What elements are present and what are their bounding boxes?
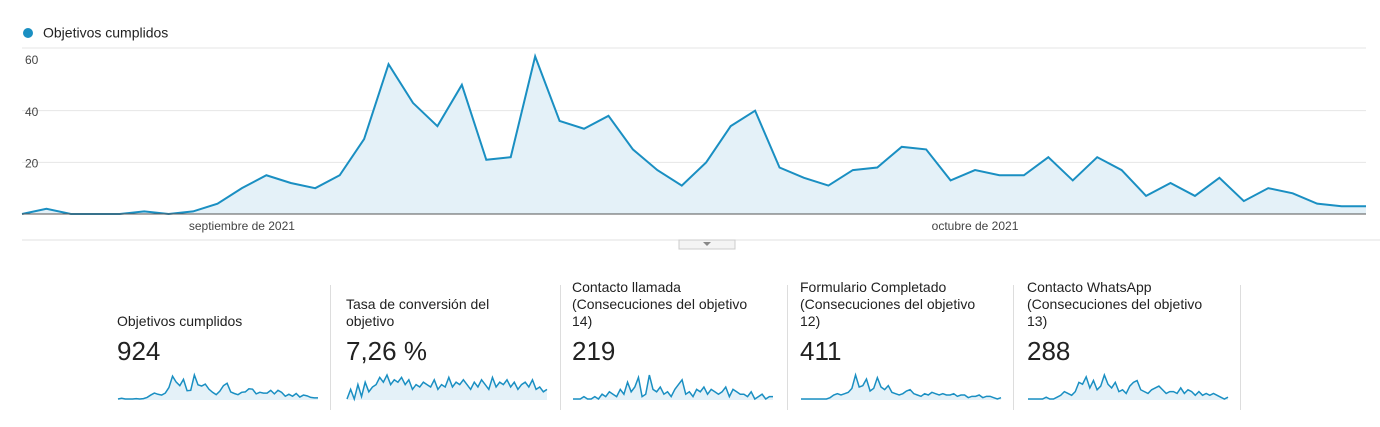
sparkline xyxy=(346,373,548,402)
label-line: Contacto WhatsApp xyxy=(1027,279,1152,295)
y-tick-label: 40 xyxy=(25,105,39,119)
label-line: Formulario Completado xyxy=(800,279,947,295)
sparkline-area xyxy=(347,375,547,400)
x-tick-label: octubre de 2021 xyxy=(932,219,1019,233)
scorecard: Objetivos cumplidos 924 xyxy=(117,280,322,410)
scorecard-label: Contacto llamada (Consecuciones del objet… xyxy=(572,279,747,330)
y-tick-label: 20 xyxy=(25,157,39,171)
scorecard-value: 924 xyxy=(117,336,161,366)
sparkline-line xyxy=(1028,372,1229,400)
label-line: 13) xyxy=(1027,313,1048,329)
scorecard-label: Formulario Completado (Consecuciones del … xyxy=(800,279,975,330)
sparkline xyxy=(573,374,773,401)
divider xyxy=(330,285,331,410)
sparkline-line xyxy=(346,373,548,402)
scorecard-value: 411 xyxy=(800,336,842,366)
divider xyxy=(1240,285,1241,410)
x-tick-label: septiembre de 2021 xyxy=(189,219,295,233)
y-tick-label: 60 xyxy=(25,53,39,67)
label-line: Contacto llamada xyxy=(572,279,681,295)
scorecard: Contacto llamada (Consecuciones del objet… xyxy=(572,279,777,410)
divider xyxy=(560,285,561,410)
divider xyxy=(787,285,788,410)
scorecard: Tasa de conversión del objetivo 7,26 % xyxy=(346,280,551,410)
label-line: 14) xyxy=(572,313,593,329)
sparkline-area xyxy=(1028,375,1228,400)
divider xyxy=(1013,285,1014,410)
area xyxy=(22,56,1366,214)
sparkline xyxy=(1028,372,1229,400)
toggle-arrow[interactable] xyxy=(703,242,711,246)
sparkline-line xyxy=(117,372,318,400)
scorecard: Contacto WhatsApp (Consecuciones del obje… xyxy=(1027,279,1232,410)
sparkline-area xyxy=(573,375,773,400)
sparkline-area xyxy=(118,375,318,400)
scorecard: Formulario Completado (Consecuciones del … xyxy=(800,279,1005,410)
legend-dot xyxy=(23,28,33,38)
label-line: 12) xyxy=(800,313,821,329)
line xyxy=(21,53,1366,216)
scorecard-label: Contacto WhatsApp (Consecuciones del obje… xyxy=(1027,279,1202,330)
legend-label: Objetivos cumplidos xyxy=(43,25,168,41)
label-line: objetivo xyxy=(346,313,395,329)
sparkline xyxy=(117,372,318,400)
scorecard-label: Objetivos cumplidos xyxy=(117,313,242,330)
scorecard-value: 7,26 % xyxy=(346,336,427,366)
scorecard-label: Tasa de conversión del objetivo xyxy=(346,296,489,330)
label-line: Tasa de conversión del xyxy=(346,296,490,312)
label-line: Objetivos cumplidos xyxy=(117,313,243,329)
label-line: (Consecuciones del objetivo xyxy=(1027,296,1203,312)
sparkline-area xyxy=(801,375,1001,400)
sparkline-line xyxy=(801,372,1002,400)
sparkline xyxy=(801,372,1002,400)
main-chart: Objetivos cumplidos 20 40 60 septiembre de … xyxy=(21,25,1380,250)
label-line: (Consecuciones del objetivo xyxy=(572,296,748,312)
sparkline-line xyxy=(573,374,773,401)
label-line: (Consecuciones del objetivo xyxy=(800,296,976,312)
scorecard-value: 219 xyxy=(572,336,616,366)
scorecard-value: 288 xyxy=(1027,336,1071,366)
